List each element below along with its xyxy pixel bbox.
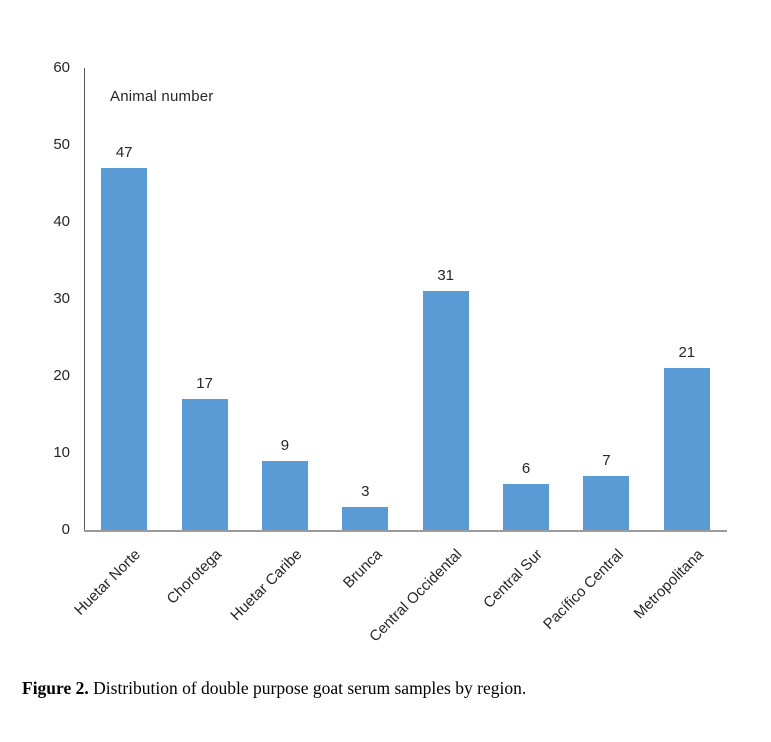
bar-value-label: 47 <box>115 144 133 162</box>
y-tick-label: 40 <box>53 213 70 230</box>
x-category-label: Pacífico Central <box>539 546 627 633</box>
y-tick-label: 20 <box>53 367 70 384</box>
bar-metropolitana <box>663 368 710 530</box>
bar-value-label: 6 <box>521 459 531 477</box>
bar-value-label: 21 <box>678 344 696 362</box>
bar-value-label: 3 <box>361 482 370 500</box>
bar-central-occidental <box>422 291 469 530</box>
y-tick-label: 30 <box>53 290 70 307</box>
x-category-label: Brunca <box>339 546 386 592</box>
bar-pac-fico-central <box>583 476 630 530</box>
x-category-label: Central Sur <box>480 546 547 612</box>
x-axis-line <box>84 530 727 532</box>
y-axis-line <box>84 68 85 530</box>
bar-value-label: 9 <box>280 436 290 454</box>
bar-central-sur <box>503 483 550 530</box>
x-category-label: Huetar Caribe <box>226 546 305 625</box>
y-tick-label: 50 <box>53 136 70 153</box>
y-tick-label: 60 <box>53 59 70 76</box>
bar-value-label: 17 <box>196 375 213 393</box>
bar-huetar-norte <box>101 168 148 530</box>
x-category-label: Metropolitana <box>630 546 707 623</box>
y-tick-label: 10 <box>53 444 70 461</box>
bar-chorotega <box>181 399 228 530</box>
bar-huetar-caribe <box>261 460 308 530</box>
bar-value-label: 31 <box>437 267 455 285</box>
figure-caption: Figure 2. Distribution of double purpose… <box>22 678 752 699</box>
bar-chart: Animal number 0 10 20 30 40 50 60 47 Huetar Nort… <box>53 59 727 645</box>
bar-value-label: 7 <box>602 452 611 470</box>
figure-caption-text: Distribution of double purpose goat seru… <box>88 678 527 698</box>
figure-caption-number: Figure 2. <box>22 678 89 698</box>
bar-brunca <box>342 506 389 530</box>
chart-inner-title: Animal number <box>110 88 214 105</box>
x-category-label: Chorotega <box>163 546 225 608</box>
y-tick-label: 0 <box>61 521 70 538</box>
x-category-label: Huetar Norte <box>71 546 145 619</box>
